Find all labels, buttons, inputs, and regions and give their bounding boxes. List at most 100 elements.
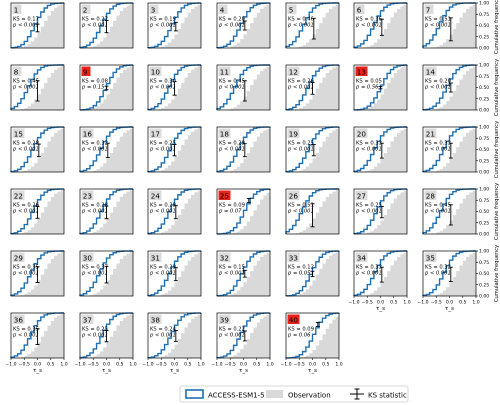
panel-label-box-30 (81, 252, 94, 262)
y-axis-label-7: Cumulative frequency (494, 0, 500, 54)
panel-frame-25 (216, 188, 271, 235)
ks-value-14: KS = 0.20 (425, 79, 451, 85)
ks-value-16: KS = 0.32 (82, 141, 108, 147)
ks-value-19: KS = 0.25 (288, 141, 314, 147)
panel-label-box-22 (12, 190, 25, 200)
ks-value-2: KS = 0.27 (82, 17, 108, 23)
ks-value-33: KS = 0.12 (288, 265, 314, 271)
observation-cdf-11 (217, 65, 270, 110)
ks-value-9: KS = 0.08 (82, 79, 108, 85)
observation-cdf-22 (11, 189, 64, 234)
ks-value-6: KS = 0.36 (356, 17, 382, 23)
ks-value-5: KS = 0.46 (288, 17, 314, 23)
y-tick-label-14-3: 0.75 (479, 74, 489, 80)
panel-label-34: 34 (357, 253, 367, 262)
ks-value-1: KS = 0.17 (13, 17, 39, 23)
panel-label-37: 37 (83, 315, 92, 324)
observation-cdf-37 (80, 313, 133, 358)
p-value-11: p < 0.001 (218, 85, 245, 91)
p-value-26: p < 0.001 (287, 209, 314, 215)
x-tick-label-36-2: 0.0 (34, 362, 41, 368)
x-tick-label-39-2: 0.0 (240, 362, 247, 368)
panel-frame-31 (147, 250, 202, 297)
axes-text-layer: 0.00 0.25 0.50 0.75 1.00 Cumulative frequency… (5, 0, 500, 374)
p-value-24: p < 0.001 (149, 209, 176, 215)
ks-value-40: KS = 0.09 (288, 327, 314, 333)
panel-label-box-19 (287, 128, 300, 138)
panel-label-box-7 (424, 4, 434, 14)
panel-label-box-31 (149, 252, 162, 262)
panel-frame-15 (10, 126, 65, 173)
panel-frame-26 (285, 188, 340, 235)
panel-label-25: 25 (220, 191, 229, 200)
panel-label-38: 38 (151, 315, 161, 324)
x-tick-label-34-4: 1.0 (403, 300, 410, 306)
ks-value-39: KS = 0.22 (219, 327, 245, 333)
observation-cdf-4 (217, 3, 270, 48)
observation-cdf-27 (354, 189, 407, 234)
y-tick-label-35-2: 0.50 (479, 271, 489, 277)
ks-value-20: KS = 0.33 (356, 141, 382, 147)
p-value-33: p = 0.05 (287, 271, 311, 277)
p-value-22: p < 0.001 (12, 209, 39, 215)
y-tick-label-21-3: 0.75 (479, 136, 489, 142)
panel-label-box-15 (12, 128, 25, 138)
p-value-13: p = 0.56 (355, 85, 379, 91)
y-tick-label-21-4: 1.00 (479, 125, 489, 131)
panel-frame-8 (10, 64, 65, 111)
panel-4: 4 KS = 0.20p < 0.001 (216, 2, 271, 49)
p-value-3: p < 0.001 (149, 23, 176, 29)
panel-label-box-3 (149, 4, 159, 14)
panel-label-box-17 (149, 128, 162, 138)
p-value-17: p < 0.001 (149, 147, 176, 153)
panel-label-21: 21 (426, 129, 435, 138)
panel-22: 22 KS = 0.26p < 0.001 (10, 188, 65, 235)
panel-label-28: 28 (426, 191, 436, 200)
x-tick-label-35-3: 0.5 (459, 300, 466, 306)
panel-label-16: 16 (83, 129, 93, 138)
panel-27: 27 KS = 0.25p < 0.001 (353, 188, 408, 235)
x-tick-label-39-1: −0.5 (225, 362, 236, 368)
p-value-38: p < 0.001 (149, 333, 176, 339)
panel-label-box-18 (218, 128, 231, 138)
panel-label-box-29 (12, 252, 25, 262)
panel-label-8: 8 (14, 67, 19, 76)
ks-value-12: KS = 0.26 (288, 79, 314, 85)
panel-label-29: 29 (14, 253, 24, 262)
x-axis-label-37: τ_s (102, 368, 111, 374)
y-tick-label-35-4: 1.00 (479, 249, 489, 255)
x-tick-label-34-2: 0.0 (377, 300, 384, 306)
y-tick-label-35-3: 0.75 (479, 260, 489, 266)
panel-label-box-24 (149, 190, 162, 200)
panel-label-box-21 (424, 128, 437, 138)
y-axis-label-35: Cumulative frequency (494, 245, 500, 302)
observation-cdf-7 (423, 3, 476, 48)
x-axis-label-40: τ_s (308, 368, 317, 374)
panel-label-2: 2 (83, 5, 88, 14)
model-cdf-1 (10, 2, 65, 49)
p-value-31: p < 0.001 (149, 271, 176, 277)
panel-label-36: 36 (14, 315, 24, 324)
ks-value-4: KS = 0.20 (219, 17, 245, 23)
ks-value-23: KS = 0.28 (82, 203, 108, 209)
observation-cdf-19 (286, 127, 339, 172)
panel-label-5: 5 (289, 5, 294, 14)
p-value-7: p < 0.001 (424, 23, 451, 29)
panel-label-box-1 (12, 4, 22, 14)
observation-cdf-15 (11, 127, 64, 172)
panel-label-23: 23 (83, 191, 92, 200)
ks-value-29: KS = 0.35 (13, 265, 39, 271)
x-tick-label-36-3: 0.5 (47, 362, 54, 368)
x-axis-label-35: τ_s (445, 306, 454, 312)
panel-15: 15 KS = 0.28p < 0.001 (10, 126, 65, 173)
panel-label-4: 4 (220, 5, 225, 14)
y-tick-label-7-0: 0.00 (479, 46, 489, 52)
p-value-37: p < 0.001 (81, 333, 108, 339)
panel-35: 35 KS = 0.32p < 0.001 (422, 250, 477, 297)
y-tick-label-28-1: 0.25 (479, 220, 489, 226)
panel-17: 17 KS = 0.25p < 0.001 (147, 126, 202, 173)
ks-value-27: KS = 0.25 (356, 203, 382, 209)
ks-value-11: KS = 0.45 (219, 79, 245, 85)
p-value-28: p < 0.001 (424, 209, 451, 215)
